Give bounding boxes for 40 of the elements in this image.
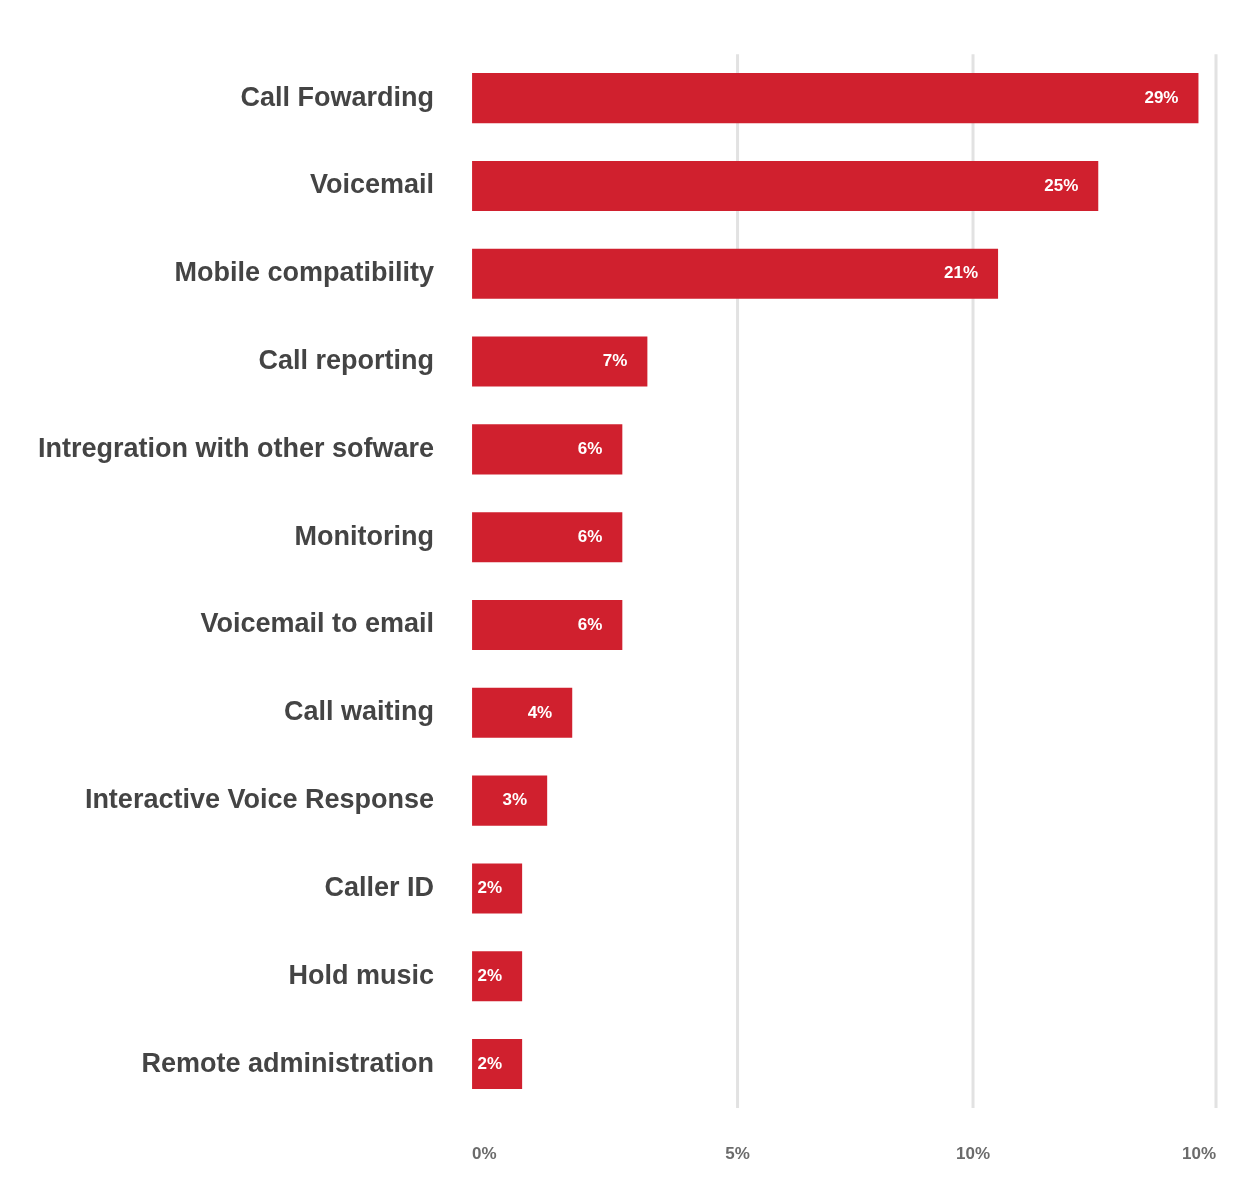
text: 10% bbox=[1181, 1144, 1216, 1164]
bar bbox=[472, 687, 573, 738]
data-label: 29% bbox=[1144, 87, 1179, 107]
y-tick-label: Voicemail bbox=[309, 169, 435, 200]
y-tick-label: Interactive Voice Response bbox=[84, 784, 435, 815]
data-label: 2% bbox=[477, 965, 503, 985]
y-tick-label: Hold music bbox=[288, 959, 435, 990]
y-tick-label: Call reporting bbox=[258, 345, 435, 376]
y-tick-label: Remote administration bbox=[141, 1047, 435, 1078]
bar bbox=[472, 775, 548, 826]
bar bbox=[472, 424, 623, 475]
data-label: 2% bbox=[477, 878, 503, 898]
data-label: 7% bbox=[602, 351, 628, 371]
text: 10% bbox=[956, 1144, 991, 1164]
bar bbox=[472, 512, 623, 563]
bar bbox=[472, 336, 648, 387]
y-tick-label: Intregration with other sofware bbox=[37, 432, 435, 463]
y-tick-label: Mobile compatibility bbox=[174, 257, 435, 288]
bar bbox=[472, 599, 623, 651]
bar bbox=[472, 951, 523, 1002]
data-label: 4% bbox=[527, 702, 553, 722]
y-tick-label: Voicemail to email bbox=[200, 608, 435, 639]
data-label: 6% bbox=[577, 439, 603, 459]
y-tick-label: Call waiting bbox=[284, 696, 435, 727]
data-label: 6% bbox=[577, 526, 603, 546]
bar bbox=[472, 248, 999, 299]
y-tick-label: Caller ID bbox=[324, 871, 435, 902]
data-label: 2% bbox=[477, 1053, 503, 1073]
y-tick-label: Monitoring bbox=[294, 520, 435, 551]
data-label: 3% bbox=[502, 790, 528, 810]
data-label: 21% bbox=[944, 263, 979, 283]
data-label: 6% bbox=[577, 614, 603, 634]
bar bbox=[472, 1039, 523, 1090]
text: 0% bbox=[472, 1144, 497, 1164]
bar bbox=[472, 73, 1199, 124]
text: 5% bbox=[725, 1144, 750, 1164]
bar bbox=[472, 160, 1099, 211]
bar bbox=[472, 863, 523, 914]
data-label: 25% bbox=[1044, 175, 1079, 195]
y-tick-label: Call Fowarding bbox=[240, 81, 435, 112]
